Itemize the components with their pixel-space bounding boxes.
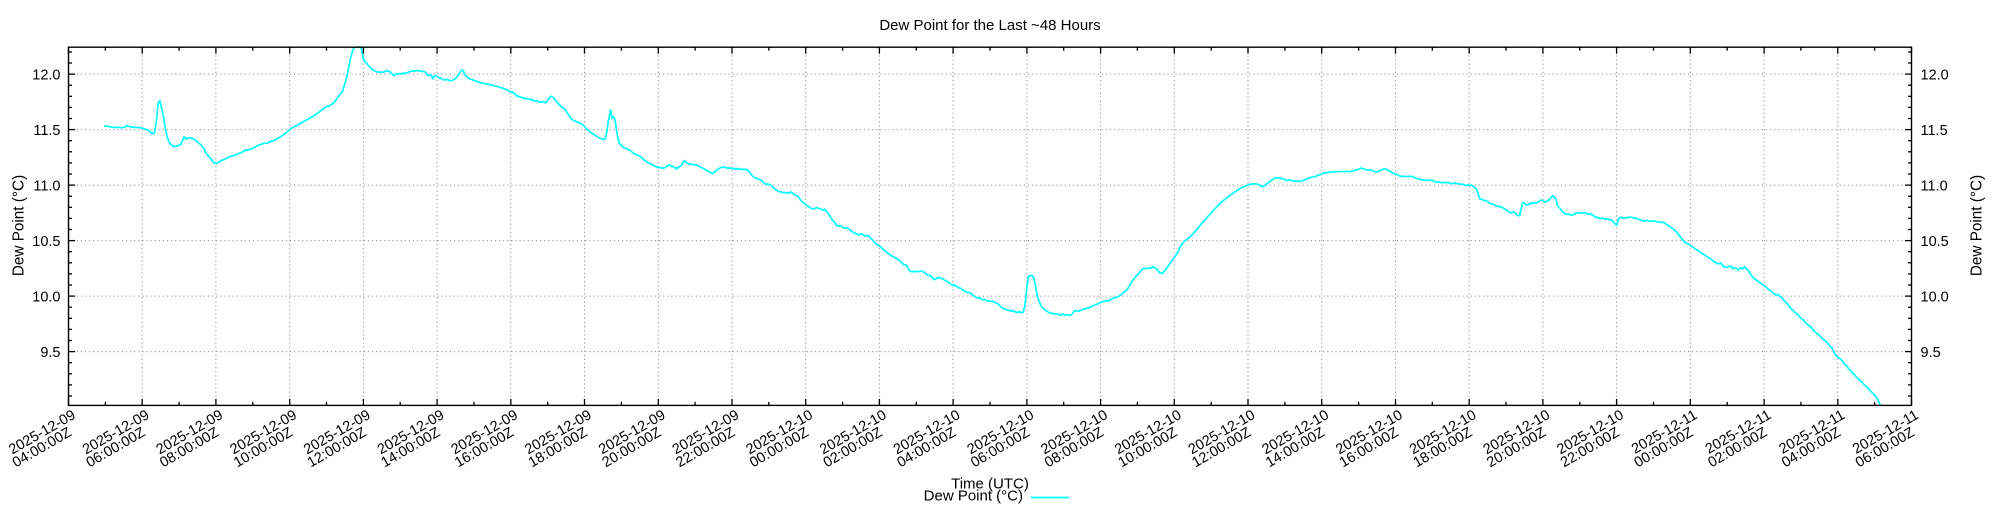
svg-text:Dew Point (°C): Dew Point (°C) — [924, 488, 1023, 505]
svg-text:Dew Point (°C): Dew Point (°C) — [1969, 175, 1986, 276]
svg-text:Dew Point (°C): Dew Point (°C) — [11, 175, 28, 276]
svg-text:Dew Point for the Last ~48 Hou: Dew Point for the Last ~48 Hours — [879, 17, 1100, 34]
svg-text:11.0: 11.0 — [1921, 178, 1948, 194]
svg-text:10.5: 10.5 — [32, 234, 60, 250]
svg-text:11.0: 11.0 — [33, 178, 60, 194]
svg-text:Time (UTC): Time (UTC) — [951, 476, 1029, 493]
svg-text:12.0: 12.0 — [32, 67, 60, 83]
svg-text:9.5: 9.5 — [1921, 345, 1941, 361]
svg-text:11.5: 11.5 — [1921, 123, 1948, 139]
svg-text:12.0: 12.0 — [1921, 67, 1949, 83]
svg-text:10.0: 10.0 — [32, 289, 60, 305]
svg-text:10.5: 10.5 — [1921, 234, 1949, 250]
svg-text:11.5: 11.5 — [33, 123, 60, 139]
svg-text:10.0: 10.0 — [1921, 289, 1949, 305]
svg-text:9.5: 9.5 — [40, 345, 60, 361]
